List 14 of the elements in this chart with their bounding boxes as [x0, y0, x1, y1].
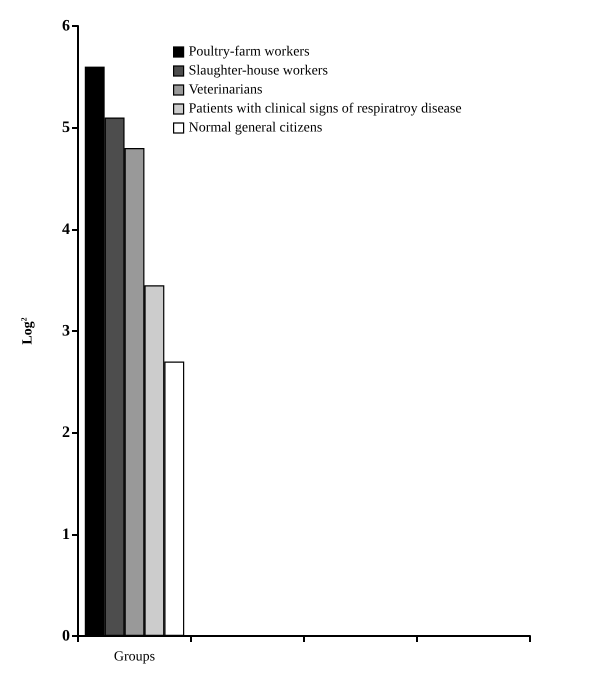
- y-tick-label: 2: [62, 424, 70, 442]
- y-tick-label: 6: [62, 18, 70, 34]
- y-axis-title: Log2: [20, 317, 36, 345]
- legend-label: Veterinarians: [188, 82, 262, 98]
- legend-label: Poultry-farm workers: [188, 44, 310, 60]
- x-tick-label: Groups: [114, 650, 156, 664]
- legend-label: Slaughter-house workers: [188, 64, 328, 78]
- y-tick-label: 1: [62, 526, 70, 543]
- y-tick-label: 3: [62, 322, 70, 340]
- y-tick-label: 4: [62, 220, 70, 238]
- legend-label: Patients with clinical signs of respiratroy disease: [188, 102, 462, 116]
- y-tick-label: 5: [62, 119, 70, 136]
- y-tick-label: 0: [62, 628, 70, 644]
- legend-label: Normal general citizens: [188, 120, 322, 136]
